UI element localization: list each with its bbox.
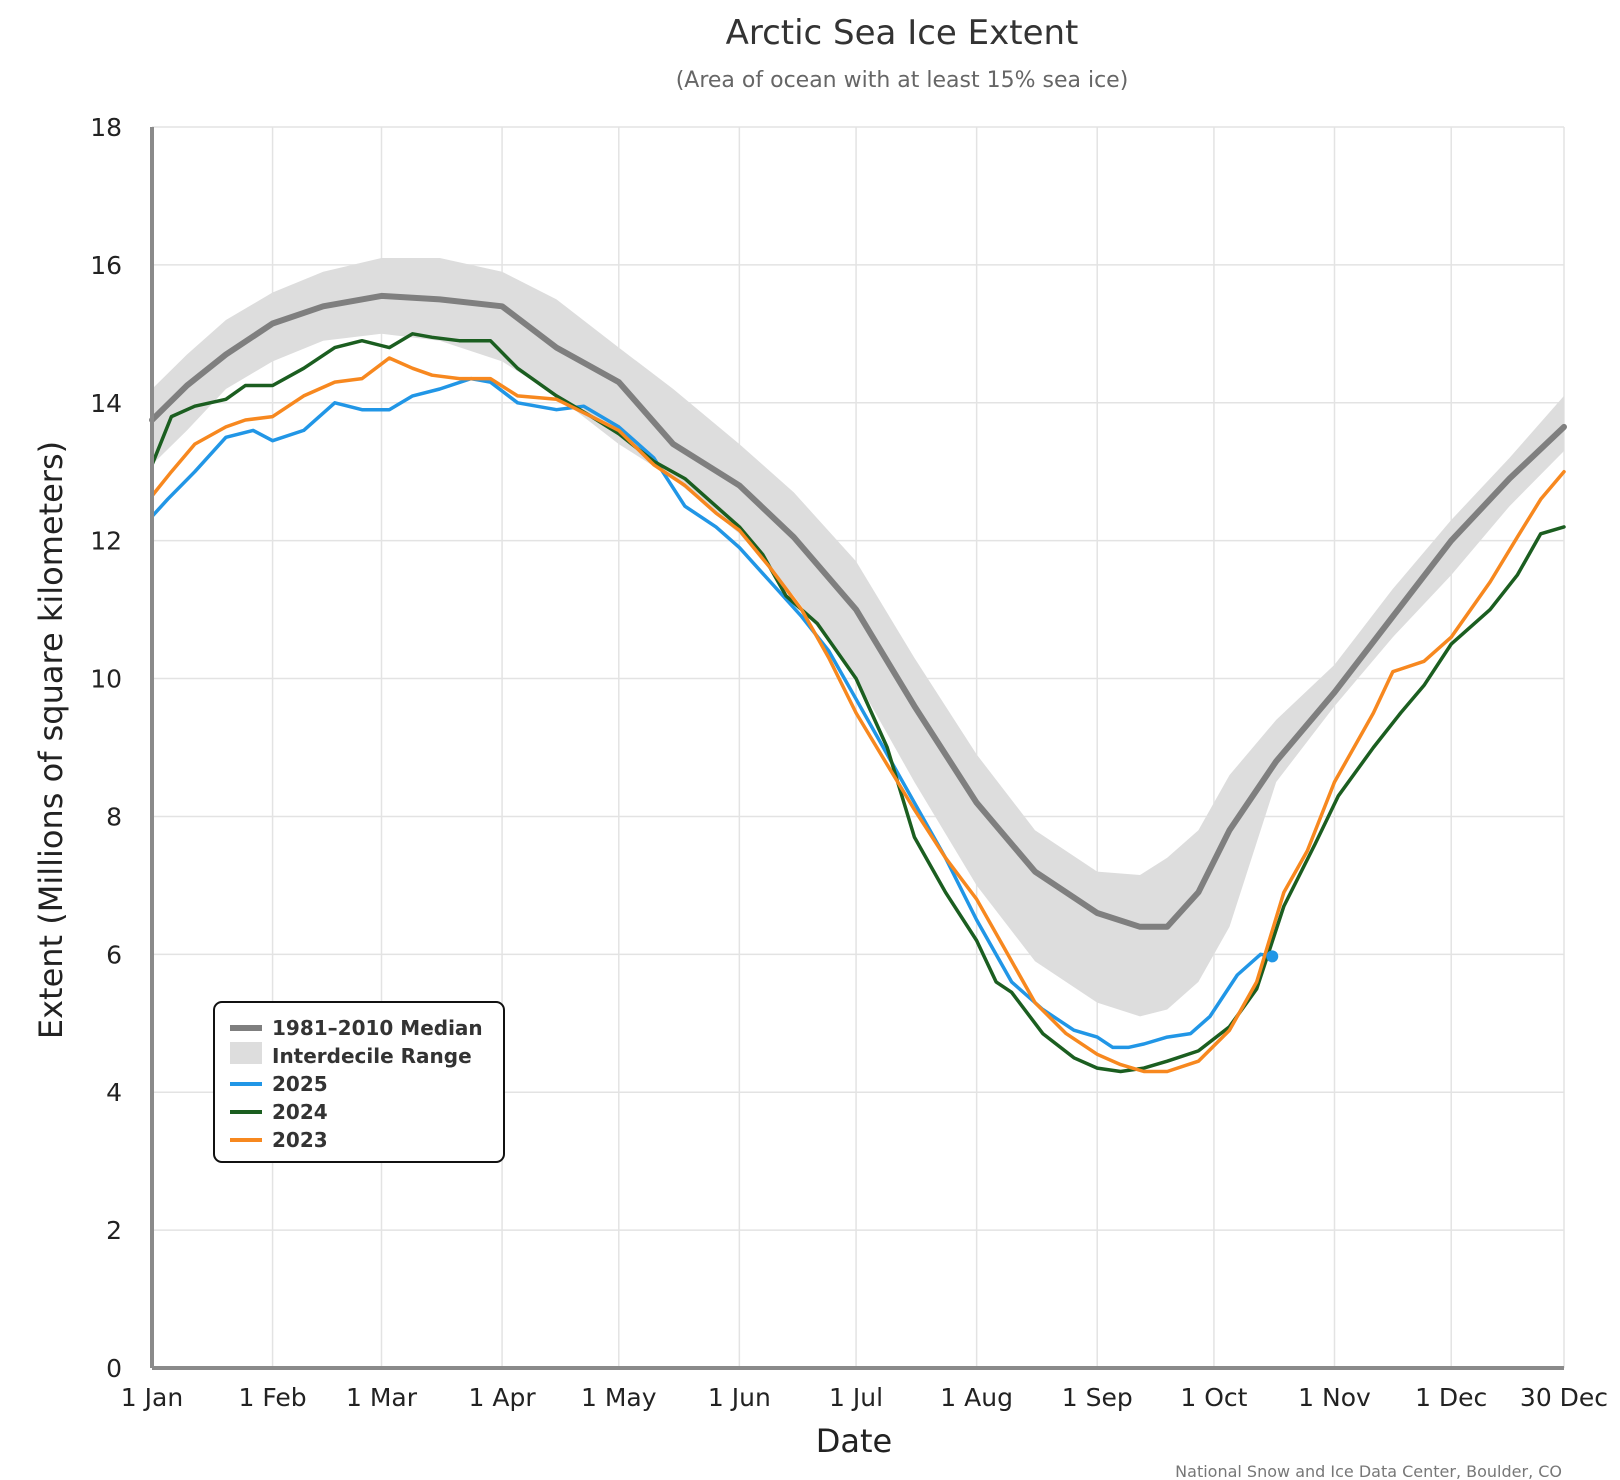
legend-label-2023: 2023 bbox=[272, 1128, 328, 1152]
legend: 1981–2010 Median Interdecile Range 2025 … bbox=[213, 1001, 505, 1163]
marker-2025 bbox=[1266, 950, 1279, 963]
series-line-1981-2010-median bbox=[149, 292, 1567, 930]
y-tick-label-10: 10 bbox=[90, 665, 122, 694]
x-tick-label-1-oct: 1 Oct bbox=[1180, 1383, 1247, 1412]
interdecile-band-layer bbox=[152, 258, 1564, 1017]
y-tick-label-16: 16 bbox=[90, 251, 122, 280]
chart-credit: National Snow and Ice Data Center, Bould… bbox=[1175, 1462, 1562, 1480]
legend-label-2024: 2024 bbox=[272, 1100, 328, 1124]
y-tick-label-4: 4 bbox=[106, 1078, 122, 1107]
x-tick-label-1-dec: 1 Dec bbox=[1415, 1383, 1487, 1412]
chart-subtitle: (Area of ocean with at least 15% sea ice… bbox=[676, 68, 1129, 93]
series-line-2024 bbox=[150, 332, 1566, 1074]
y-axis-title: Extent (Millions of square kilometers) bbox=[32, 441, 70, 1039]
x-tick-label-1-aug: 1 Aug bbox=[940, 1383, 1013, 1412]
chart-title: Arctic Sea Ice Extent bbox=[726, 13, 1079, 53]
x-tick-label-1-apr: 1 Apr bbox=[469, 1383, 537, 1412]
x-axis-title: Date bbox=[816, 1422, 892, 1460]
x-tick-label-1-jun: 1 Jun bbox=[708, 1383, 771, 1412]
series-line-2025 bbox=[150, 376, 1275, 1050]
y-axis-ticks: 0 2 4 6 8 10 12 14 16 18 bbox=[90, 113, 122, 1383]
y-tick-label-2: 2 bbox=[106, 1216, 122, 1245]
x-tick-label-1-mar: 1 Mar bbox=[346, 1383, 418, 1412]
y-tick-label-18: 18 bbox=[90, 113, 122, 142]
x-tick-label-1-may: 1 May bbox=[581, 1383, 657, 1412]
x-tick-label-1-jul: 1 Jul bbox=[829, 1383, 883, 1412]
legend-label-median: 1981–2010 Median bbox=[272, 1016, 483, 1040]
legend-swatch-interdecile bbox=[230, 1042, 262, 1064]
x-tick-label-1-nov: 1 Nov bbox=[1298, 1383, 1371, 1412]
y-tick-label-8: 8 bbox=[106, 802, 122, 831]
y-tick-label-14: 14 bbox=[90, 389, 122, 418]
x-tick-label-1-jan: 1 Jan bbox=[121, 1383, 183, 1412]
x-axis-ticks: 1 Jan 1 Feb 1 Mar 1 Apr 1 May 1 Jun 1 Jul 1 Aug… bbox=[121, 1383, 1608, 1412]
series-line-2023 bbox=[150, 356, 1566, 1074]
x-tick-label-30-dec: 30 Dec bbox=[1520, 1383, 1608, 1412]
legend-label-2025: 2025 bbox=[272, 1072, 328, 1096]
y-tick-label-6: 6 bbox=[106, 940, 122, 969]
x-tick-label-1-sep: 1 Sep bbox=[1062, 1383, 1133, 1412]
series-layer bbox=[149, 292, 1567, 1074]
interdecile-range-band bbox=[152, 258, 1564, 1017]
legend-label-interdecile: Interdecile Range bbox=[272, 1044, 472, 1068]
y-tick-label-0: 0 bbox=[106, 1354, 122, 1383]
legend-box bbox=[213, 1001, 505, 1163]
y-tick-label-12: 12 bbox=[90, 527, 122, 556]
axes bbox=[150, 127, 1564, 1370]
x-tick-label-1-feb: 1 Feb bbox=[239, 1383, 307, 1412]
